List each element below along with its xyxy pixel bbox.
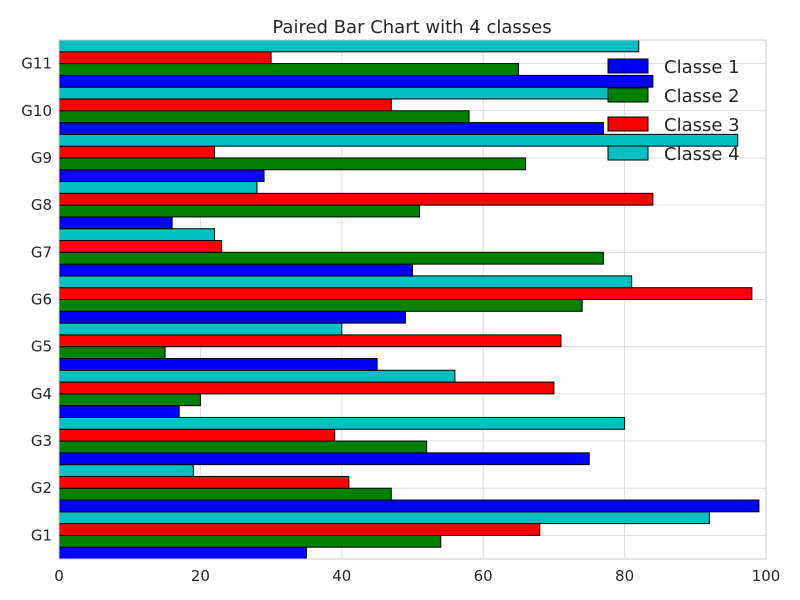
legend: Classe 1 Classe 2 Classe 3 Classe 4 <box>607 57 740 165</box>
legend-label: Classe 1 <box>664 57 740 78</box>
bar-g11-classe-4 <box>58 39 640 53</box>
bar-g6-classe-4 <box>58 275 633 289</box>
y-tick-label: G3 <box>31 432 52 450</box>
x-tick-label: 40 <box>332 567 351 585</box>
y-tick-label: G10 <box>21 102 52 120</box>
bar-g5-classe-3 <box>58 334 562 348</box>
x-tick-label: 20 <box>191 567 210 585</box>
bar-g3-classe-3 <box>58 428 336 442</box>
y-tick-label: G5 <box>31 338 52 356</box>
bar-g3-classe-4 <box>58 416 626 430</box>
bar-g1-classe-1 <box>58 546 307 560</box>
bar-g7-classe-3 <box>58 240 223 253</box>
bar-g5-classe-1 <box>58 357 378 371</box>
bar-g7-classe-2 <box>58 251 604 265</box>
bar-g9-classe-3 <box>58 145 216 159</box>
axis-layer: 0 20 40 60 80 100 G1 G2 G3 G4 G5 G6 G7 G8 G9 G10 G11 <box>21 39 781 585</box>
y-tick-label: G9 <box>31 149 52 167</box>
bar-g2-classe-2 <box>58 487 392 501</box>
y-tick-label: G11 <box>21 55 52 73</box>
x-tick-label: 100 <box>752 567 781 585</box>
y-tick-label: G7 <box>31 243 52 261</box>
bar-g11-classe-1 <box>58 74 654 88</box>
bar-layer <box>58 39 760 560</box>
y-tick-label: G4 <box>31 385 52 403</box>
legend-swatch <box>607 58 649 74</box>
legend-swatch <box>607 87 649 103</box>
bar-g10-classe-4 <box>58 86 626 100</box>
bar-g1-classe-3 <box>58 523 541 536</box>
bar-g10-classe-1 <box>58 122 604 135</box>
bar-g5-classe-2 <box>58 346 166 359</box>
legend-label: Classe 2 <box>664 86 740 107</box>
bar-g1-classe-2 <box>58 534 442 548</box>
bar-g10-classe-2 <box>58 110 470 124</box>
bar-g8-classe-2 <box>58 204 421 218</box>
legend-swatch <box>607 116 649 132</box>
bar-g10-classe-3 <box>58 98 392 112</box>
legend-label: Classe 4 <box>664 144 740 165</box>
bar-g11-classe-2 <box>58 63 520 76</box>
x-tick-label: 80 <box>615 567 634 585</box>
bar-g2-classe-4 <box>58 464 194 477</box>
bar-g9-classe-2 <box>58 157 527 171</box>
bar-g4-classe-3 <box>58 381 555 395</box>
y-tick-label: G2 <box>31 479 52 497</box>
plot-frame <box>58 39 767 560</box>
legend-label: Classe 3 <box>664 115 740 136</box>
y-tick-label: G8 <box>31 196 52 214</box>
y-tick-label: G6 <box>31 291 52 309</box>
bar-g6-classe-1 <box>58 310 406 324</box>
legend-swatch <box>607 145 649 161</box>
bar-g1-classe-4 <box>58 511 710 525</box>
bar-g2-classe-3 <box>58 475 350 489</box>
bar-g4-classe-2 <box>58 393 201 407</box>
bar-g2-classe-1 <box>58 499 760 513</box>
y-tick-label: G1 <box>31 526 52 544</box>
bar-g3-classe-1 <box>58 452 590 466</box>
bar-g7-classe-4 <box>58 228 216 242</box>
bar-g3-classe-2 <box>58 440 428 454</box>
x-tick-label: 60 <box>474 567 493 585</box>
bar-g8-classe-1 <box>58 216 173 230</box>
bar-g8-classe-4 <box>58 181 258 194</box>
bar-g9-classe-1 <box>58 169 265 183</box>
bar-g7-classe-1 <box>58 263 413 277</box>
chart-title: Paired Bar Chart with 4 classes <box>272 17 551 38</box>
bar-g9-classe-4 <box>58 133 739 147</box>
bar-g6-classe-2 <box>58 299 583 312</box>
bar-g8-classe-3 <box>58 192 654 206</box>
bar-g11-classe-3 <box>58 51 272 65</box>
x-tick-label: 0 <box>54 567 64 585</box>
bar-g4-classe-1 <box>58 405 180 418</box>
bar-g4-classe-4 <box>58 369 456 383</box>
bar-g6-classe-3 <box>58 287 753 301</box>
bar-g5-classe-4 <box>58 322 343 336</box>
